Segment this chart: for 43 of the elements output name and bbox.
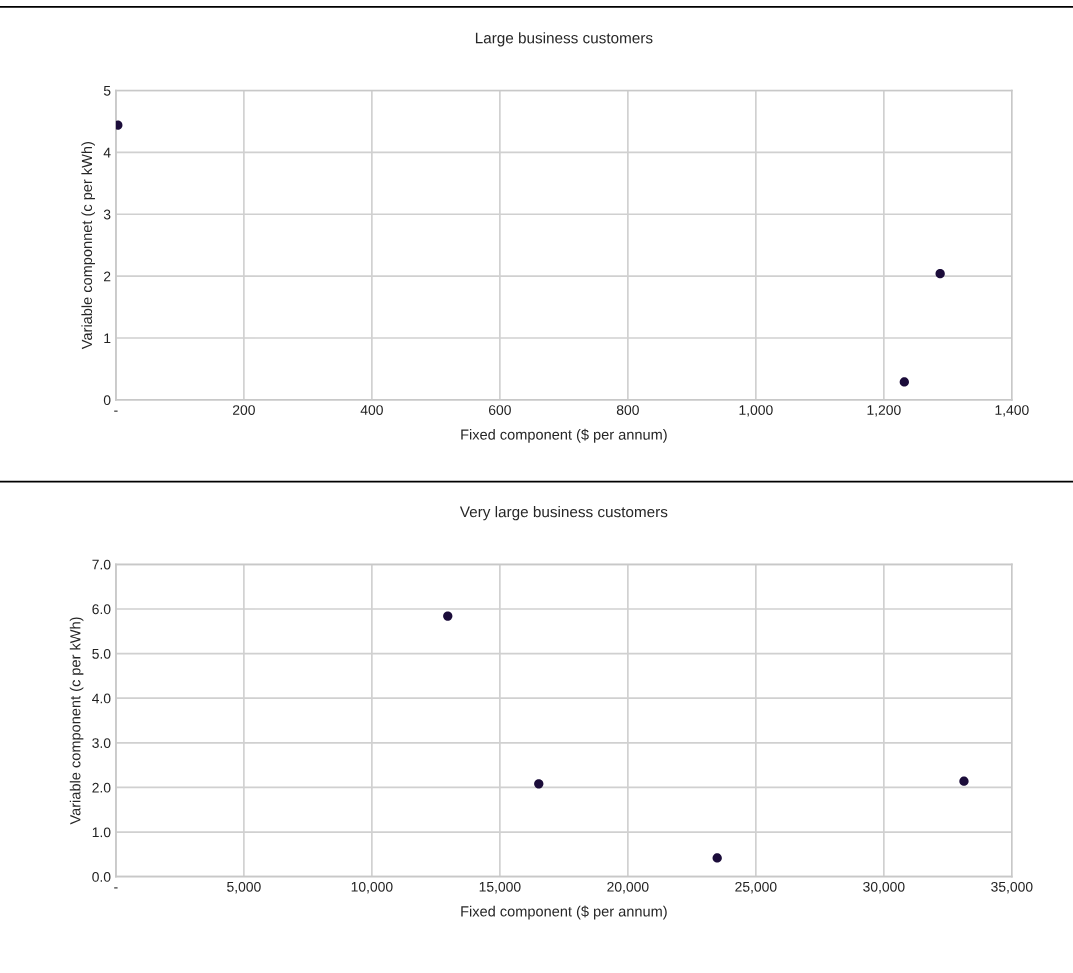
y-tick-label: 3.0 — [92, 738, 111, 748]
y-axis-title: Variable component (c per kWh) — [69, 617, 84, 825]
y-tick-label: 0 — [103, 395, 111, 406]
x-tick-label: 1,400 — [995, 405, 1029, 417]
x-tick-label: - — [114, 410, 118, 412]
x-tick-label: 200 — [232, 405, 255, 415]
x-tick-label: 1,000 — [739, 405, 773, 417]
point — [712, 853, 722, 863]
y-tick-label: 3 — [103, 209, 111, 220]
x-tick-label: 35,000 — [991, 881, 1033, 894]
point — [959, 776, 969, 786]
x-tick-label: 20,000 — [607, 881, 649, 894]
x-axis-title: Fixed component ($ per annum) — [461, 428, 667, 443]
x-tick-label: 15,000 — [479, 881, 521, 894]
x-tick-label: 30,000 — [863, 881, 905, 894]
x-tick-label: - — [114, 887, 118, 889]
y-tick-label: 7.0 — [92, 559, 111, 570]
y-tick-label: 5 — [103, 85, 111, 96]
y-axis-title: Variable componnet (c per kWh) — [81, 142, 95, 350]
x-tick-label: 25,000 — [735, 881, 777, 894]
x-tick-label: 10,000 — [351, 881, 393, 894]
point — [443, 611, 453, 621]
x-tick-label: 1,200 — [867, 405, 901, 417]
point — [935, 269, 945, 279]
x-axis-title: Fixed component ($ per annum) — [461, 905, 667, 920]
y-tick-label: 2 — [104, 271, 111, 282]
y-tick-label: 1.0 — [92, 827, 111, 838]
y-tick-label: 2.0 — [92, 782, 111, 793]
y-tick-label: 0.0 — [92, 872, 111, 882]
y-tick-label: 4.0 — [92, 693, 111, 704]
x-tick-label: 400 — [360, 405, 383, 415]
point — [899, 377, 909, 387]
y-tick-label: 6.0 — [92, 604, 111, 615]
y-tick-label: 1 — [104, 333, 111, 344]
y-tick-label: 4 — [103, 147, 111, 158]
y-tick-label: 5.0 — [92, 648, 111, 659]
x-tick-label: 5,000 — [227, 881, 261, 894]
chart-title: Very large business customers — [459, 506, 668, 521]
x-tick-label: 800 — [616, 405, 639, 415]
point — [115, 120, 123, 130]
point — [534, 779, 544, 789]
chart-title: Large business customers — [475, 32, 653, 47]
x-tick-label: 600 — [488, 405, 511, 415]
